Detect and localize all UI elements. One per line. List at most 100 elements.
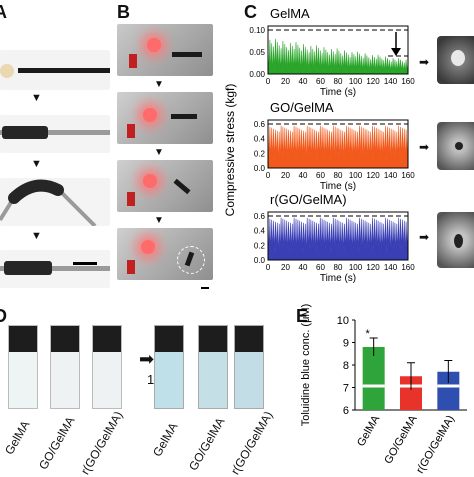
panel-c-charts: Compressive stress (kgf) GelMA 0.10 0.05 0.0… xyxy=(223,6,415,284)
y-tick-label: 0.05 xyxy=(249,48,265,57)
y-tick-label: 9 xyxy=(343,338,349,350)
stress-trace xyxy=(267,38,409,75)
chart-title: GelMA xyxy=(270,6,310,21)
chart-title: r(GO/GelMA) xyxy=(270,192,347,207)
stress-trace xyxy=(267,217,409,261)
photo-a-4 xyxy=(0,250,110,288)
x-tick-label: 120 xyxy=(366,77,380,86)
vials-before xyxy=(0,325,135,410)
x-tick-label: 40 xyxy=(299,171,308,180)
arrow-right-time: ➡ xyxy=(139,349,155,369)
y-axis-label: Compressive stress (kgf) xyxy=(223,84,237,217)
y-tick-label: 8 xyxy=(343,360,349,372)
result-photo-go-gelma xyxy=(437,122,474,170)
y-tick-label: 0.10 xyxy=(249,26,265,35)
x-tick-label: 80 xyxy=(334,263,343,272)
scale-bar-a xyxy=(73,262,97,265)
x-tick-label: 120 xyxy=(366,263,380,272)
result-photo-r-go-gelma xyxy=(437,212,474,268)
x-tick-label: r(GO/GelMA) xyxy=(414,414,457,475)
arrow-down-b-2: ▼ xyxy=(154,147,164,158)
result-photo-gelma xyxy=(437,36,474,84)
scale-bar-b xyxy=(201,287,209,289)
x-tick-label: 0 xyxy=(266,171,271,180)
vial-label-before-3: r(GO/GelMA) xyxy=(78,408,126,477)
x-tick-label: 60 xyxy=(316,77,325,86)
y-tick-label: 0.0 xyxy=(254,256,266,265)
bent-gel-illustration xyxy=(0,179,97,226)
y-tick-label: 0.6 xyxy=(254,212,266,221)
photo-b-3 xyxy=(117,160,213,212)
x-tick-label: 40 xyxy=(299,263,308,272)
x-tick-label: 100 xyxy=(349,171,363,180)
y-tick-label: 0.2 xyxy=(254,241,266,250)
plot-frame xyxy=(267,25,409,75)
x-axis-label: Time (s) xyxy=(320,273,356,284)
y-tick-label: 7 xyxy=(343,383,349,395)
panel-label-a: A xyxy=(0,2,7,22)
bar xyxy=(437,371,460,410)
vial-label-after-3: r(GO/GelMA) xyxy=(228,408,276,477)
panel-e-bar-chart: Toluidine blue conc. (μM) 10 9 8 7 6 GelMA * GO/… xyxy=(300,304,467,475)
chart-title: GO/GelMA xyxy=(270,100,334,115)
arrow-down-b-3: ▼ xyxy=(154,215,164,226)
arrow-down-b-1: ▼ xyxy=(154,79,164,90)
bar xyxy=(362,347,385,410)
x-tick-label: 20 xyxy=(281,77,290,86)
x-axis-label: Time (s) xyxy=(320,87,356,98)
x-tick-label: 100 xyxy=(349,263,363,272)
photo-a-1 xyxy=(0,50,110,90)
arrow-right-icon: ➡ xyxy=(419,55,430,69)
x-tick-label: 140 xyxy=(384,77,398,86)
arrow-down-a-2: ▼ xyxy=(31,158,42,170)
y-tick-label: 0.0 xyxy=(254,164,266,173)
stress-trace xyxy=(267,125,409,169)
x-tick-label: 20 xyxy=(281,263,290,272)
vial-label-before-1: GelMA xyxy=(2,418,33,457)
panel-label-d: D xyxy=(0,306,7,326)
plot-frame xyxy=(267,119,409,169)
y-tick-label: 0.4 xyxy=(254,227,266,236)
x-tick-label: 160 xyxy=(401,77,415,86)
x-tick-label: 80 xyxy=(334,171,343,180)
panel-label-c: C xyxy=(244,2,257,22)
x-tick-label: 140 xyxy=(384,171,398,180)
x-axis-label: Time (s) xyxy=(320,181,356,192)
x-tick-label: 160 xyxy=(401,263,415,272)
x-tick-label: GelMA xyxy=(355,413,383,449)
x-tick-label: 20 xyxy=(281,171,290,180)
y-tick-label: 6 xyxy=(343,405,349,417)
plot-frame xyxy=(267,211,409,261)
x-tick-label: 120 xyxy=(366,171,380,180)
x-tick-label: GO/GelMA xyxy=(382,413,420,466)
x-tick-label: 80 xyxy=(334,77,343,86)
x-tick-label: 40 xyxy=(299,77,308,86)
photo-b-1 xyxy=(117,24,213,76)
x-tick-label: 0 xyxy=(266,263,271,272)
arrow-right-icon: ➡ xyxy=(419,230,430,244)
photo-a-3 xyxy=(0,178,110,226)
y-tick-label: 0.6 xyxy=(254,120,266,129)
arrow-right-icon: ➡ xyxy=(419,140,430,154)
y-tick-label: 0.2 xyxy=(254,149,266,158)
photo-a-2 xyxy=(0,115,110,153)
arrow-down-a-1: ▼ xyxy=(31,92,42,104)
vials-after xyxy=(150,325,275,410)
y-tick-label: 0.00 xyxy=(249,70,265,79)
panel-a-photos: ▼ ▼ ▼ xyxy=(0,40,110,288)
panel-label-e: E xyxy=(296,306,309,326)
y-tick-label: 0.4 xyxy=(254,135,266,144)
x-tick-label: 60 xyxy=(316,171,325,180)
decrease-arrowhead xyxy=(391,48,401,56)
x-tick-label: 100 xyxy=(349,77,363,86)
significance-marker: * xyxy=(366,328,371,340)
x-tick-label: 60 xyxy=(316,263,325,272)
x-tick-label: 0 xyxy=(266,77,271,86)
x-tick-label: 160 xyxy=(401,171,415,180)
photo-b-4 xyxy=(117,228,213,280)
vial-label-after-2: GO/GelMA xyxy=(186,415,228,473)
arrow-down-a-3: ▼ xyxy=(31,230,42,242)
panel-label-b: B xyxy=(117,2,130,22)
y-tick-label: 10 xyxy=(337,315,349,327)
panel-b-photos: ▼ ▼ ▼ xyxy=(117,24,213,289)
